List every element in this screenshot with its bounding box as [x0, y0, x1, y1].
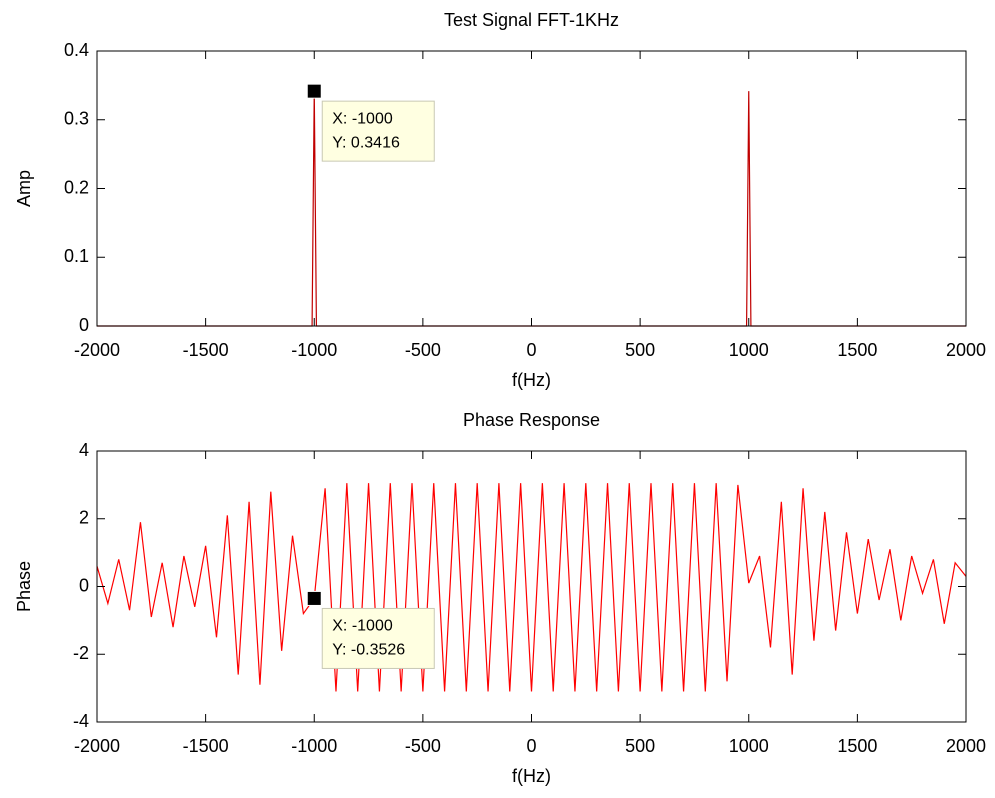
data-tip-box: [321, 607, 435, 669]
y-tick-label: 4: [79, 440, 89, 460]
x-axis-label: f(Hz): [512, 370, 551, 390]
data-tip: X: -1000 Y: -0.3526: [321, 607, 435, 669]
data-tip-text: Y: 0.3416: [332, 134, 400, 151]
y-tick-label: 2: [79, 508, 89, 528]
y-tick-label: 0.2: [64, 177, 89, 197]
axes-box: [97, 51, 966, 326]
x-tick-label: 1500: [837, 340, 877, 360]
y-tick-label: 0: [79, 315, 89, 335]
chart-title: Test Signal FFT-1KHz: [444, 10, 619, 30]
x-tick-label: -2000: [74, 340, 120, 360]
y-tick-label: -2: [73, 643, 89, 663]
x-tick-label: 1000: [729, 340, 769, 360]
x-tick-label: -2000: [74, 736, 120, 756]
x-tick-label: 2000: [946, 340, 986, 360]
axes-box: [97, 451, 966, 722]
y-axis-label: Amp: [14, 170, 34, 207]
y-tick-label: 0: [79, 575, 89, 595]
y-tick-label: -4: [73, 711, 89, 731]
x-tick-label: -1500: [183, 736, 229, 756]
x-tick-label: 2000: [946, 736, 986, 756]
data-tip-text: Y: -0.3526: [332, 642, 405, 659]
x-tick-label: -1500: [183, 340, 229, 360]
y-tick-label: 0.4: [64, 40, 89, 60]
chart-title: Phase Response: [463, 410, 600, 430]
x-tick-label: 0: [526, 736, 536, 756]
x-tick-label: -1000: [291, 736, 337, 756]
data-tip: X: -1000 Y: 0.3416: [321, 100, 435, 162]
x-tick-label: 1000: [729, 736, 769, 756]
x-tick-label: -500: [405, 736, 441, 756]
x-tick-label: -1000: [291, 340, 337, 360]
x-tick-label: 500: [625, 340, 655, 360]
y-tick-label: 0.1: [64, 246, 89, 266]
x-axis-label: f(Hz): [512, 766, 551, 786]
x-tick-label: 1500: [837, 736, 877, 756]
data-tip-marker: [306, 590, 322, 606]
x-tick-label: 0: [526, 340, 536, 360]
y-axis-label: Phase: [14, 561, 34, 612]
data-tip-marker: [306, 83, 322, 99]
data-tip-text: X: -1000: [332, 110, 393, 127]
x-tick-label: -500: [405, 340, 441, 360]
data-tip-box: [321, 100, 435, 162]
data-tip-text: X: -1000: [332, 618, 393, 635]
y-tick-label: 0.3: [64, 109, 89, 129]
x-tick-label: 500: [625, 736, 655, 756]
data-line: [96, 483, 967, 692]
